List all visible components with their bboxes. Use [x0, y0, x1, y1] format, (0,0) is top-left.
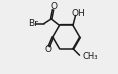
Text: CH₃: CH₃	[82, 52, 98, 61]
Text: Br: Br	[28, 19, 38, 28]
Text: O: O	[45, 45, 52, 54]
Text: OH: OH	[72, 9, 86, 18]
Text: O: O	[51, 2, 58, 11]
